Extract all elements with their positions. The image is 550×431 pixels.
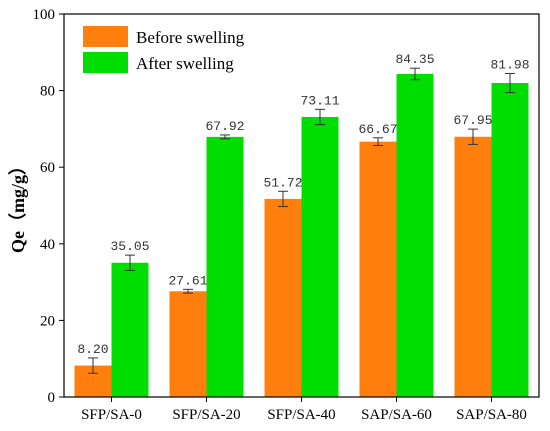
data-label: 66.67 [358, 122, 397, 137]
bar [491, 83, 529, 397]
y-tick-label: 80 [40, 84, 55, 100]
y-tick-label: 100 [33, 7, 56, 23]
x-tick-label: SFP/SA-40 [267, 407, 335, 423]
bar [301, 116, 339, 397]
data-label: 73.11 [300, 93, 339, 108]
x-tick-label: SFP/SA-20 [172, 407, 240, 423]
bar [169, 291, 207, 397]
x-tick-label: SFP/SA-0 [81, 407, 142, 423]
data-label: 81.98 [490, 57, 529, 72]
bar [396, 73, 434, 397]
data-label: 27.61 [168, 273, 207, 288]
plot-frame [63, 13, 540, 398]
y-tick-label: 20 [40, 313, 55, 329]
data-label: 8.20 [77, 342, 108, 357]
plot-area: 8.20 35.05 SFP/SA-0 27.61 67.92 SFP/SA-20 51.7… [33, 7, 540, 423]
bar [264, 198, 302, 397]
y-tick-label: 60 [40, 160, 55, 176]
y-axis-label: Qe（mg/g） [8, 157, 28, 253]
y-tick-label: 0 [48, 390, 56, 406]
legend-swatch [83, 26, 128, 47]
bar [111, 262, 149, 397]
bar [454, 136, 492, 397]
legend-label: After swelling [136, 54, 234, 73]
y-tick-label: 40 [40, 237, 55, 253]
data-label: 35.05 [110, 239, 149, 254]
legend-swatch [83, 52, 128, 73]
bar [206, 136, 244, 397]
x-tick-label: SAP/SA-80 [456, 407, 527, 423]
x-tick-label: SAP/SA-60 [361, 407, 432, 423]
legend-label: Before swelling [136, 28, 245, 47]
data-label: 84.35 [395, 52, 434, 67]
bar [359, 141, 397, 397]
legend: Before swelling After swelling [83, 26, 245, 73]
data-label: 67.92 [205, 119, 244, 134]
data-label: 67.95 [453, 113, 492, 128]
data-label: 51.72 [263, 175, 302, 190]
